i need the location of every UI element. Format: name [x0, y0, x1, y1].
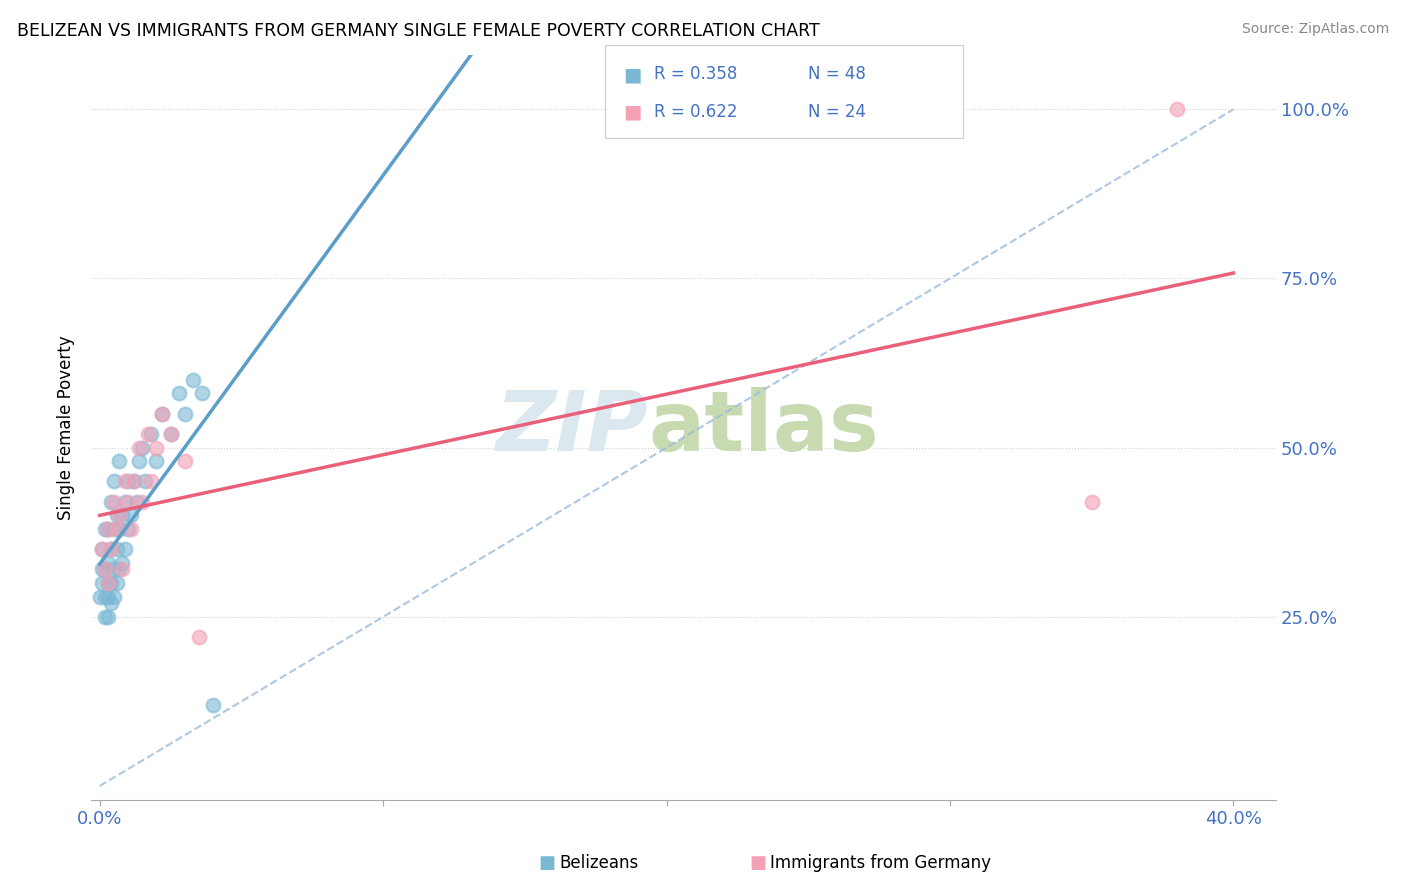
- Point: [139, 475, 162, 489]
- Point: [103, 475, 125, 489]
- Point: [1080, 495, 1102, 509]
- Point: [139, 427, 162, 442]
- Point: [131, 495, 153, 509]
- Point: [1166, 103, 1188, 117]
- Point: [190, 386, 212, 401]
- Point: [108, 508, 131, 523]
- Text: ■: ■: [538, 855, 555, 872]
- Point: [145, 454, 167, 468]
- Point: [128, 441, 150, 455]
- Point: [105, 542, 128, 557]
- Point: [120, 508, 142, 523]
- Point: [103, 562, 125, 576]
- Point: [100, 542, 122, 557]
- Point: [145, 441, 167, 455]
- Point: [91, 562, 114, 576]
- Point: [103, 495, 125, 509]
- Point: [114, 542, 136, 557]
- Point: [97, 576, 120, 591]
- Text: ■: ■: [623, 103, 641, 121]
- Point: [100, 542, 122, 557]
- Point: [91, 542, 114, 557]
- Point: [181, 373, 204, 387]
- Point: [187, 630, 209, 644]
- Point: [159, 427, 181, 442]
- Point: [94, 562, 117, 576]
- Point: [97, 556, 120, 570]
- Point: [114, 475, 136, 489]
- Point: [105, 522, 128, 536]
- Text: Belizeans: Belizeans: [560, 855, 638, 872]
- Point: [159, 427, 181, 442]
- Point: [97, 522, 120, 536]
- Point: [136, 427, 159, 442]
- Text: R = 0.622: R = 0.622: [654, 103, 737, 120]
- Point: [108, 562, 131, 576]
- Point: [128, 454, 150, 468]
- Point: [94, 590, 117, 604]
- Text: ZIP: ZIP: [495, 387, 648, 467]
- Text: ■: ■: [749, 855, 766, 872]
- Point: [94, 522, 117, 536]
- Point: [105, 508, 128, 523]
- Point: [91, 542, 114, 557]
- Point: [111, 508, 134, 523]
- Point: [105, 576, 128, 591]
- Point: [202, 698, 225, 712]
- Point: [173, 407, 195, 421]
- Point: [108, 454, 131, 468]
- Point: [114, 495, 136, 509]
- Y-axis label: Single Female Poverty: Single Female Poverty: [58, 335, 75, 520]
- Point: [91, 576, 114, 591]
- Point: [150, 407, 173, 421]
- Point: [134, 475, 156, 489]
- Text: Immigrants from Germany: Immigrants from Germany: [770, 855, 991, 872]
- Text: BELIZEAN VS IMMIGRANTS FROM GERMANY SINGLE FEMALE POVERTY CORRELATION CHART: BELIZEAN VS IMMIGRANTS FROM GERMANY SING…: [17, 22, 820, 40]
- Text: ■: ■: [623, 65, 641, 84]
- Text: R = 0.358: R = 0.358: [654, 65, 737, 83]
- Text: N = 48: N = 48: [808, 65, 866, 83]
- Point: [103, 522, 125, 536]
- Point: [97, 609, 120, 624]
- Point: [167, 386, 190, 401]
- Point: [117, 495, 139, 509]
- Point: [94, 562, 117, 576]
- Point: [117, 522, 139, 536]
- Point: [100, 576, 122, 591]
- Text: N = 24: N = 24: [808, 103, 866, 120]
- Point: [131, 441, 153, 455]
- Point: [94, 609, 117, 624]
- Point: [97, 576, 120, 591]
- Point: [100, 596, 122, 610]
- Point: [125, 495, 148, 509]
- Point: [111, 556, 134, 570]
- Text: atlas: atlas: [648, 387, 879, 467]
- Point: [100, 495, 122, 509]
- Point: [117, 475, 139, 489]
- Point: [150, 407, 173, 421]
- Point: [173, 454, 195, 468]
- Point: [122, 475, 145, 489]
- Point: [89, 590, 111, 604]
- Point: [97, 522, 120, 536]
- Point: [103, 590, 125, 604]
- Point: [122, 475, 145, 489]
- Point: [111, 562, 134, 576]
- Point: [120, 522, 142, 536]
- Point: [97, 590, 120, 604]
- Text: Source: ZipAtlas.com: Source: ZipAtlas.com: [1241, 22, 1389, 37]
- Point: [108, 522, 131, 536]
